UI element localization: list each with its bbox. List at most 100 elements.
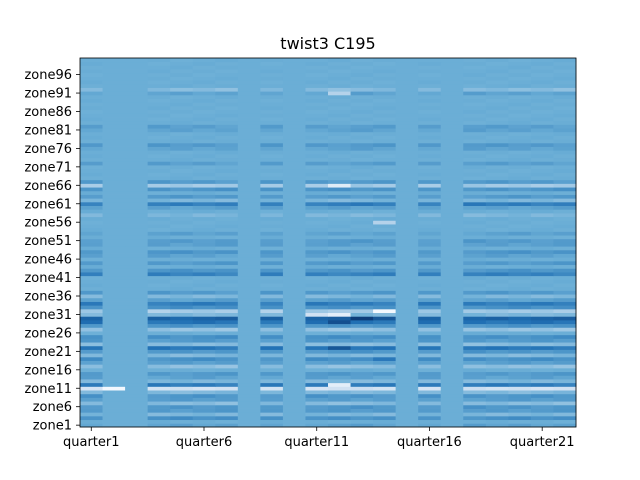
heatmap-cell — [192, 356, 216, 361]
heatmap-cell — [192, 102, 216, 107]
heatmap-cell — [125, 153, 149, 159]
heatmap-cell — [418, 176, 442, 181]
heatmap-cell — [237, 260, 261, 266]
heatmap-cell — [282, 342, 306, 347]
heatmap-cell — [373, 397, 397, 402]
heatmap-cell — [328, 390, 351, 395]
heatmap-cell — [508, 102, 532, 107]
heatmap-cell — [125, 83, 149, 88]
heatmap-cell — [260, 205, 284, 210]
heatmap-cell — [508, 91, 532, 96]
heatmap-cell — [418, 294, 442, 299]
heatmap-cell — [553, 238, 577, 243]
heatmap-cell — [80, 157, 103, 162]
heatmap-cell — [373, 161, 397, 166]
heatmap-cell — [237, 415, 261, 421]
heatmap-cell — [260, 161, 284, 166]
heatmap-cell — [282, 87, 306, 92]
heatmap-cell — [553, 379, 577, 384]
y-tick-label: zone56 — [24, 216, 72, 231]
heatmap-cell — [440, 316, 464, 321]
heatmap-cell — [170, 131, 194, 136]
heatmap-cell — [485, 242, 509, 247]
heatmap-cell — [170, 249, 194, 254]
heatmap-cell — [530, 390, 554, 395]
heatmap-cell — [282, 183, 306, 188]
heatmap-cell — [485, 224, 509, 229]
heatmap-cell — [170, 227, 194, 232]
heatmap-cell — [102, 142, 126, 147]
heatmap-cell — [328, 117, 351, 122]
heatmap-cell — [508, 179, 532, 184]
heatmap-cell — [373, 308, 397, 314]
heatmap-cell — [147, 98, 171, 103]
heatmap-cell — [80, 194, 103, 199]
heatmap-cell — [237, 275, 261, 280]
heatmap-cell — [485, 198, 509, 203]
heatmap-cell — [373, 238, 397, 243]
heatmap-cell — [463, 294, 487, 299]
heatmap-cell — [80, 419, 103, 424]
heatmap-cell — [350, 305, 374, 310]
heatmap-cell — [553, 198, 577, 203]
heatmap-cell — [170, 168, 194, 173]
heatmap-cell — [395, 297, 419, 302]
heatmap-cell — [418, 257, 442, 262]
heatmap-cell — [80, 117, 103, 122]
heatmap-cell — [305, 371, 329, 376]
heatmap-cell — [373, 227, 397, 232]
heatmap-cell — [170, 319, 194, 325]
heatmap-cell — [237, 190, 261, 195]
heatmap-cell — [373, 264, 397, 269]
heatmap-cell — [485, 268, 509, 273]
x-tick-label: quarter1 — [63, 435, 120, 450]
heatmap-cell — [440, 72, 464, 77]
heatmap-cell — [373, 201, 397, 206]
heatmap-cell — [373, 124, 397, 129]
heatmap-cell — [418, 242, 442, 247]
heatmap-cell — [170, 360, 194, 365]
heatmap-cell — [530, 397, 554, 402]
heatmap-cell — [305, 216, 329, 221]
heatmap-cell — [508, 198, 532, 203]
heatmap-cell — [282, 297, 306, 302]
heatmap-cell — [170, 212, 194, 218]
heatmap-cell — [260, 105, 284, 111]
heatmap-cell — [418, 187, 442, 192]
heatmap-cell — [328, 338, 351, 343]
heatmap-cell — [215, 349, 239, 354]
heatmap-cell — [418, 131, 442, 136]
heatmap-cell — [215, 382, 239, 387]
heatmap-cell — [215, 360, 239, 365]
heatmap-cell — [192, 253, 216, 258]
heatmap-cell — [102, 312, 126, 317]
heatmap-cell — [418, 61, 442, 66]
heatmap-cell — [373, 91, 397, 96]
heatmap-cell — [508, 412, 532, 417]
heatmap-cell — [485, 139, 509, 144]
heatmap-cell — [553, 386, 577, 391]
heatmap-cell — [170, 390, 194, 395]
heatmap-cell — [260, 83, 284, 88]
heatmap-cell — [305, 94, 329, 99]
heatmap-cell — [373, 408, 397, 413]
heatmap-cell — [328, 356, 351, 361]
heatmap-cell — [508, 172, 532, 177]
heatmap-cell — [553, 382, 577, 387]
heatmap-cell — [102, 419, 126, 424]
heatmap-cell — [80, 397, 103, 402]
heatmap-cell — [237, 412, 261, 417]
heatmap-cell — [260, 168, 284, 173]
heatmap-cell — [373, 83, 397, 88]
heatmap-cell — [80, 91, 103, 96]
heatmap-cell — [260, 109, 284, 114]
heatmap-cell — [170, 58, 194, 63]
heatmap-cell — [237, 227, 261, 232]
heatmap-cell — [170, 194, 194, 199]
heatmap-cell — [373, 386, 397, 391]
heatmap-cell — [373, 120, 397, 125]
heatmap-cell — [530, 260, 554, 266]
heatmap-cell — [80, 264, 103, 269]
heatmap-cell — [237, 168, 261, 173]
heatmap-cell — [102, 98, 126, 103]
